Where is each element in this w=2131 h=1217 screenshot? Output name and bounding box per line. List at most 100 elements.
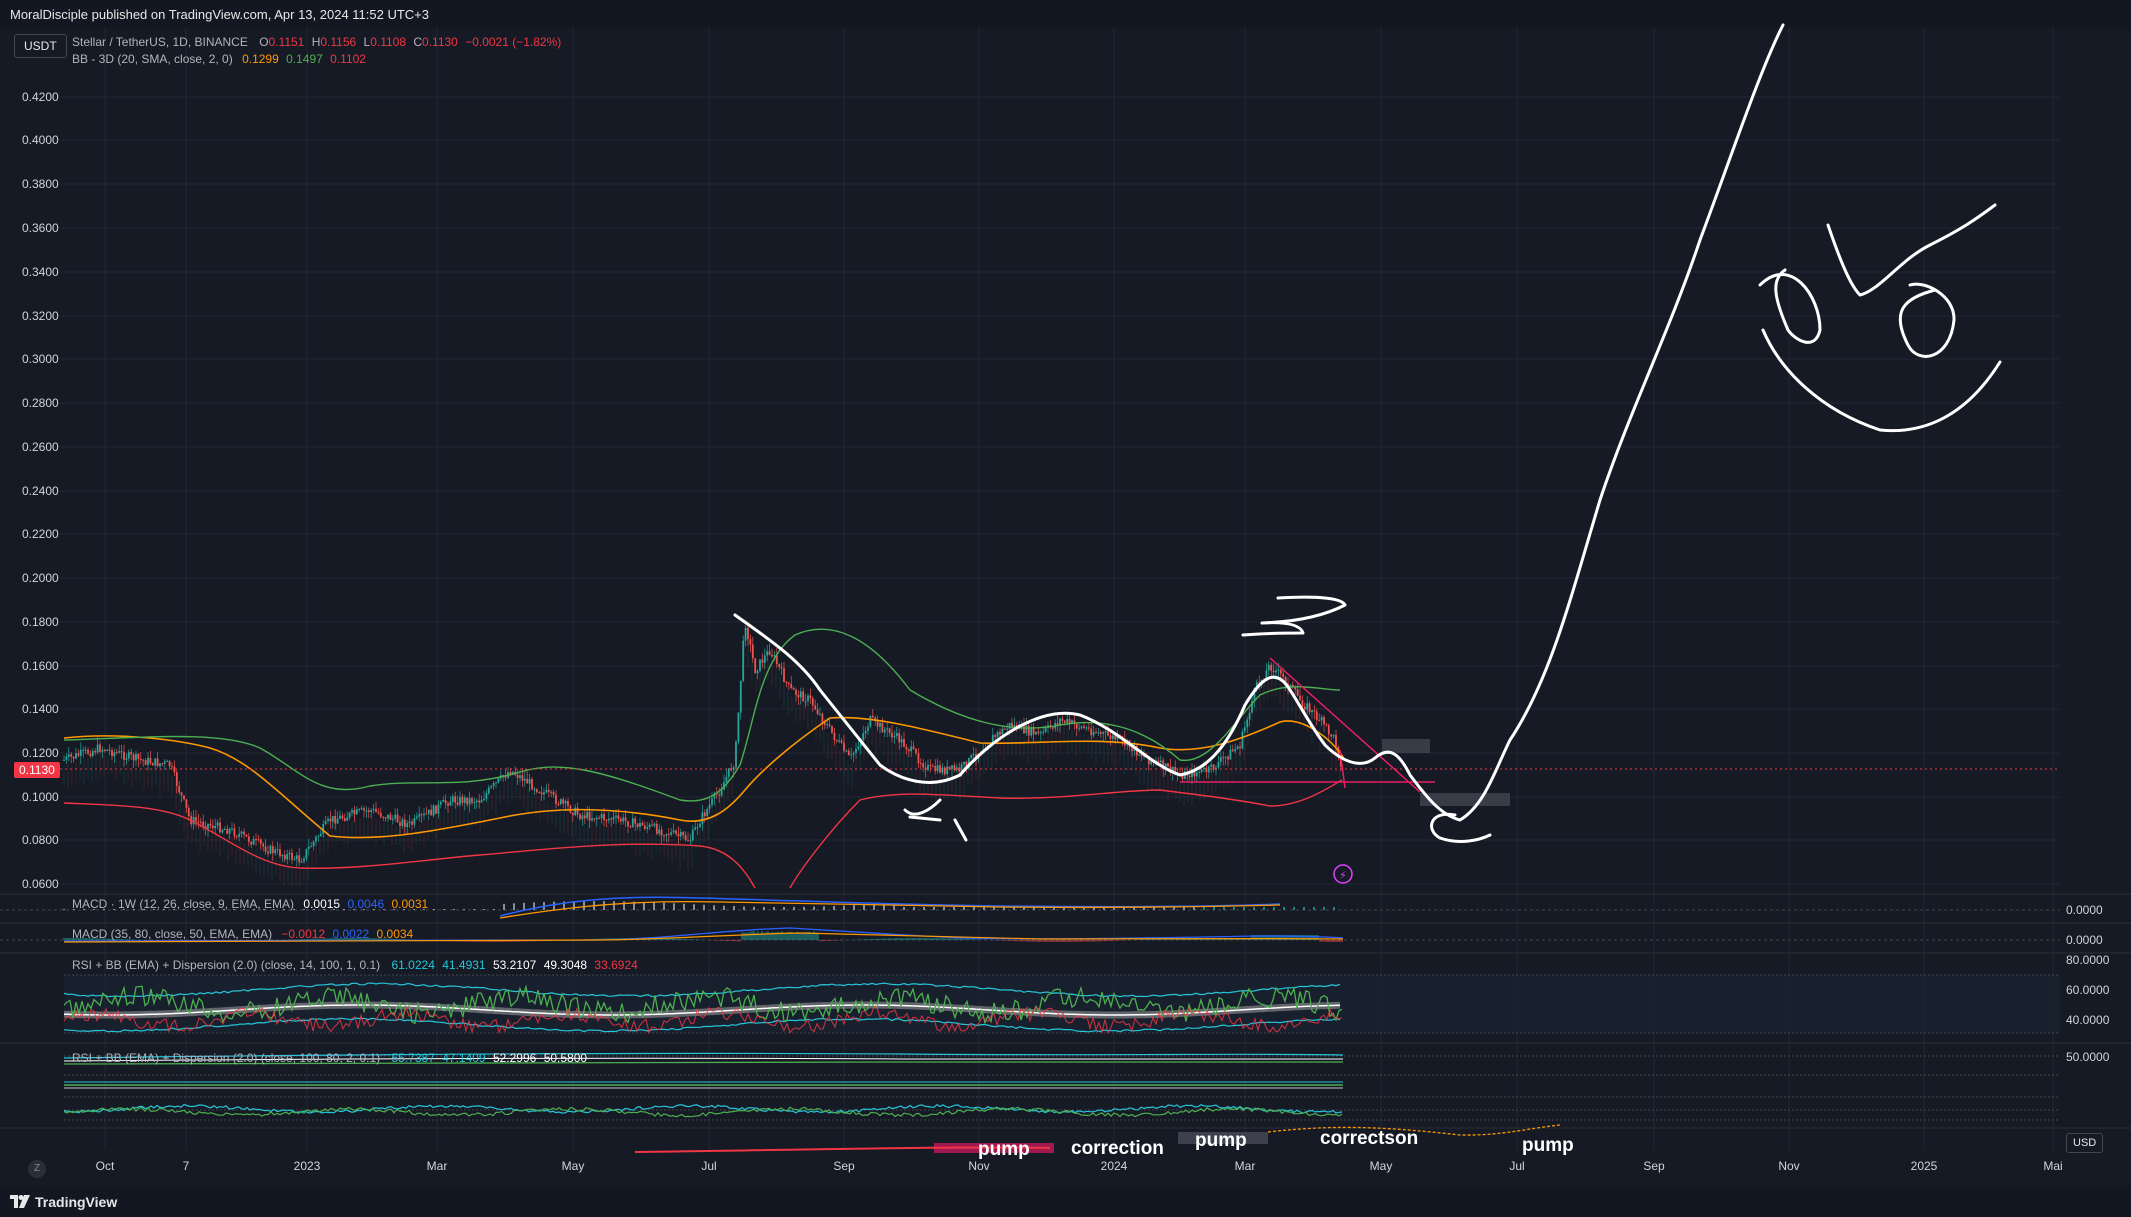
- candle-body: [1243, 727, 1246, 732]
- price-tick: 0.0800: [22, 833, 59, 847]
- candle-body: [1159, 760, 1162, 763]
- candle-body: [1227, 756, 1229, 760]
- candle-body: [739, 680, 742, 713]
- candle-body: [487, 787, 490, 794]
- candle-body: [1102, 732, 1105, 734]
- macd1-title: MACD · 1W (12, 26, close, 9, EMA, EMA): [72, 897, 295, 911]
- rsi1-axis-40: 40.0000: [2066, 1013, 2110, 1027]
- time-tick: Sep: [833, 1159, 855, 1173]
- candle-body: [406, 823, 409, 828]
- candle-body: [423, 813, 425, 816]
- candle-body: [972, 754, 975, 756]
- note-correction-1[interactable]: correction: [1071, 1138, 1164, 1159]
- candle-body: [761, 659, 764, 663]
- candle-body: [871, 716, 874, 718]
- candle-body: [300, 861, 303, 863]
- candle-body: [211, 825, 214, 829]
- candle-body: [1097, 732, 1100, 734]
- alert-icon[interactable]: [1333, 864, 1353, 884]
- candle-body: [852, 752, 855, 755]
- zoom-reset-button[interactable]: Z: [28, 1160, 46, 1178]
- time-tick: Jul: [1509, 1159, 1525, 1173]
- candle-body: [603, 814, 605, 821]
- bb-legend[interactable]: BB - 3D (20, SMA, close, 2, 0) 0.1299 0.…: [72, 52, 366, 66]
- price-tick: 0.1000: [22, 790, 59, 804]
- macd2-legend[interactable]: MACD (35, 80, close, 50, EMA, EMA) −0.00…: [72, 927, 413, 941]
- candle-body: [682, 832, 685, 836]
- note-correction-2[interactable]: correctson: [1320, 1128, 1419, 1149]
- target-box-1[interactable]: [1382, 739, 1430, 753]
- candle-body: [1111, 735, 1114, 739]
- candle-body: [324, 820, 327, 825]
- candle-body: [351, 810, 353, 813]
- ohlc-c-value: 0.1130: [422, 35, 458, 49]
- price-tick: 0.2600: [22, 440, 59, 454]
- candle-body: [888, 728, 891, 733]
- smiley-right-eye: [1898, 282, 1956, 358]
- rsi1-legend[interactable]: RSI + BB (EMA) + Dispersion (2.0) (close…: [72, 958, 638, 972]
- target-box-2[interactable]: [1420, 793, 1510, 806]
- candle-body: [749, 639, 752, 645]
- candle-body: [850, 754, 853, 756]
- candle-body: [197, 821, 200, 823]
- candle-body: [315, 836, 317, 842]
- macd1-legend[interactable]: MACD · 1W (12, 26, close, 9, EMA, EMA) 0…: [72, 897, 428, 911]
- candle-body: [185, 799, 188, 809]
- candle-body: [847, 750, 850, 756]
- candle-body: [991, 735, 994, 743]
- candle-body: [437, 804, 440, 814]
- candle-body: [1042, 731, 1045, 733]
- candle-body: [1061, 718, 1064, 721]
- candle-body: [103, 749, 106, 751]
- candle-body: [1131, 747, 1133, 752]
- price-tick: 0.2200: [22, 527, 59, 541]
- candle-body: [216, 822, 219, 826]
- note-pump-1[interactable]: pump: [978, 1139, 1030, 1160]
- candle-body: [519, 775, 521, 778]
- candle-body: [804, 701, 807, 703]
- candle-body: [94, 750, 97, 753]
- time-tick: Mai: [2043, 1159, 2063, 1173]
- price-candles[interactable]: [63, 623, 1342, 888]
- candle-body: [648, 824, 651, 828]
- freehand-drawings[interactable]: [733, 23, 2002, 843]
- candle-body: [283, 854, 286, 860]
- rsi3-band: [63, 1103, 1343, 1114]
- candle-body: [756, 670, 759, 674]
- candle-body: [1006, 728, 1009, 730]
- candle-body: [341, 815, 344, 819]
- tradingview-logo-icon: [10, 1195, 30, 1208]
- rsi2-legend[interactable]: RSI + BB (EMA) + Dispersion (2.0) (close…: [72, 1051, 587, 1065]
- annotation-orange-line: [1267, 1124, 1561, 1136]
- candle-body: [826, 724, 829, 726]
- currency-button[interactable]: USD: [2066, 1133, 2104, 1153]
- candle-body: [497, 778, 500, 783]
- candle-body: [365, 810, 368, 812]
- note-pump-3[interactable]: pump: [1522, 1135, 1574, 1156]
- symbol-currency-badge[interactable]: USDT: [14, 34, 67, 58]
- candle-body: [1296, 689, 1299, 696]
- candle-body: [655, 823, 658, 834]
- candle-body: [372, 808, 375, 811]
- candle-body: [711, 798, 713, 805]
- time-tick: Nov: [1778, 1159, 1800, 1173]
- candle-body: [855, 748, 857, 753]
- candle-body: [202, 821, 205, 827]
- pane-separators[interactable]: [0, 893, 2131, 1129]
- rsi2-value-1: 55.7387: [391, 1051, 435, 1065]
- candle-body: [123, 752, 125, 760]
- candle-body: [915, 748, 917, 754]
- candle-body: [619, 818, 622, 822]
- candle-body: [881, 722, 884, 733]
- tradingview-logo[interactable]: TradingView: [10, 1194, 117, 1210]
- candle-body: [665, 833, 668, 836]
- candle-body: [127, 751, 130, 759]
- smiley-eyebrows: [1826, 203, 1997, 297]
- main-legend[interactable]: Stellar / TetherUS, 1D, BINANCE O0.1151 …: [72, 35, 561, 49]
- candle-body: [718, 794, 721, 796]
- publish-bar: MoralDisciple published on TradingView.c…: [0, 0, 2131, 28]
- note-pump-2[interactable]: pump: [1195, 1130, 1247, 1151]
- candle-body: [771, 654, 773, 657]
- candle-body: [171, 766, 173, 768]
